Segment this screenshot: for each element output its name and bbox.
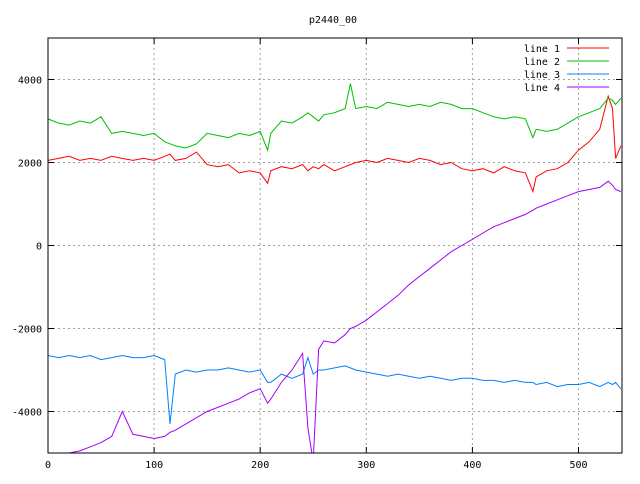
y-tick-label: 2000 [18,159,42,170]
y-tick-label: 0 [36,242,42,253]
x-tick-label: 100 [145,460,163,471]
x-tick-label: 400 [463,460,481,471]
series-line-2 [48,83,622,152]
x-tick-label: 0 [45,460,51,471]
legend-label: line 4 [524,83,560,94]
x-tick-label: 300 [357,460,375,471]
legend-label: line 1 [524,44,560,55]
series-line-4 [67,180,622,453]
series-line-3 [48,354,622,424]
legend-label: line 2 [524,57,560,68]
legend: line 1 line 2 line 3 line 4 [524,44,609,94]
axis-ticks: 0 100 200 300 400 500 -4000 -2000 0 2000 4000 [12,38,622,471]
series-lines [48,83,622,453]
y-tick-label: -2000 [12,325,42,336]
grid [48,38,622,453]
x-tick-label: 500 [569,460,587,471]
series-line-1 [48,94,622,194]
y-tick-label: 4000 [18,76,42,87]
y-tick-label: -4000 [12,408,42,419]
x-tick-label: 200 [251,460,269,471]
legend-label: line 3 [524,70,560,81]
chart-title: p2440_00 [309,15,357,26]
plot-frame [47,37,623,454]
